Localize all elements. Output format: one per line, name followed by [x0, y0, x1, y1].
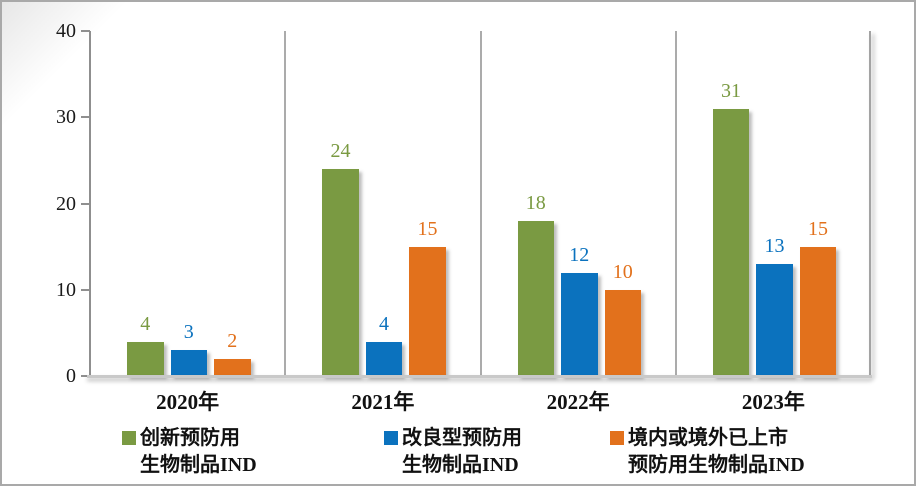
- y-tick-mark: [81, 30, 90, 32]
- bar-value-label: 10: [612, 260, 633, 283]
- y-tick-label: 10: [56, 278, 76, 301]
- x-axis-label-2023年: 2023年: [741, 390, 805, 414]
- y-tick-mark: [81, 375, 90, 377]
- legend-label-text: 生物制品IND: [402, 454, 519, 476]
- legend-swatch-icon: [384, 431, 398, 445]
- y-tick-mark: [81, 288, 90, 291]
- bar-value-label: 3: [183, 321, 194, 344]
- legend-label-text: 预防用生物制品IND: [628, 454, 805, 476]
- bar-series2-2023年: [756, 263, 793, 376]
- bar-value-label: 4: [379, 312, 389, 335]
- legend-label-text: 改良型预防用: [402, 427, 522, 449]
- x-axis-line: [87, 375, 872, 378]
- bar-series1-2021年: [322, 169, 359, 376]
- x-axis-label-2022年: 2022年: [546, 390, 610, 414]
- bar-series1-2022年: [517, 220, 554, 376]
- bar-value-label: 15: [417, 217, 438, 240]
- legend-entry-series2: 改良型预防用 生物制品IND: [384, 425, 522, 479]
- bar-value-label: 4: [140, 312, 151, 335]
- legend-entry-series1: 创新预防用生物制品IND: [122, 425, 257, 479]
- legend-label-text: 生物制品IND: [140, 454, 257, 476]
- y-tick-label: 30: [56, 106, 76, 129]
- y-tick-mark: [81, 202, 90, 205]
- y-tick-label: 0: [66, 365, 76, 387]
- category-divider: [284, 31, 287, 376]
- legend-swatch-icon: [122, 431, 136, 445]
- category-divider: [674, 31, 677, 376]
- plot-right-border: [869, 31, 871, 376]
- bar-series2-2020年: [170, 350, 207, 376]
- bar-value-label: 2: [227, 329, 238, 352]
- category-divider: [479, 31, 482, 376]
- y-axis-line: [89, 31, 91, 376]
- bar-value-label: 24: [330, 140, 351, 162]
- bar-value-label: 13: [764, 234, 785, 257]
- legend-entry-series3: 境内或境外已上市 预防用生物制品IND: [610, 425, 805, 479]
- y-tick-label: 20: [56, 192, 76, 215]
- bar-value-label: 12: [569, 243, 590, 266]
- plot-area: 0 10 20 30 40 4 3 2 24 4 15 18 12 10 31 13 15: [56, 21, 872, 386]
- legend-swatch-icon: [610, 431, 624, 445]
- bar-series1-2023年: [712, 108, 750, 376]
- y-tick-label: 40: [56, 20, 76, 42]
- bar-value-label: 18: [525, 191, 546, 214]
- legend: 创新预防用 生物制品IND 改良型预防用 生物制品IND 境内或境外已上市 预防用生物制品…: [2, 425, 914, 483]
- x-axis-label-2020年: 2020年: [156, 390, 220, 414]
- legend-line1: 境内或境外已上市: [610, 425, 805, 452]
- bar-value-label: 31: [721, 79, 741, 102]
- bar-series3-2021年: [409, 246, 446, 376]
- bar-value-label: 15: [808, 217, 828, 240]
- legend-line1: 创新预防用: [122, 425, 257, 452]
- legend-line1: 改良型预防用: [384, 425, 522, 452]
- y-tick-mark: [81, 116, 90, 119]
- bar-series3-2020年: [214, 358, 251, 376]
- bar-series3-2023年: [799, 246, 837, 376]
- bar-series1-2020年: [127, 341, 164, 376]
- bar-series2-2022年: [561, 272, 598, 376]
- legend-label-text: 创新预防用: [140, 427, 240, 449]
- x-axis-label-2021年: 2021年: [351, 390, 415, 414]
- bar-series3-2022年: [604, 289, 641, 376]
- bar-series2-2021年: [365, 341, 403, 376]
- legend-label-text: 境内或境外已上市: [628, 427, 788, 449]
